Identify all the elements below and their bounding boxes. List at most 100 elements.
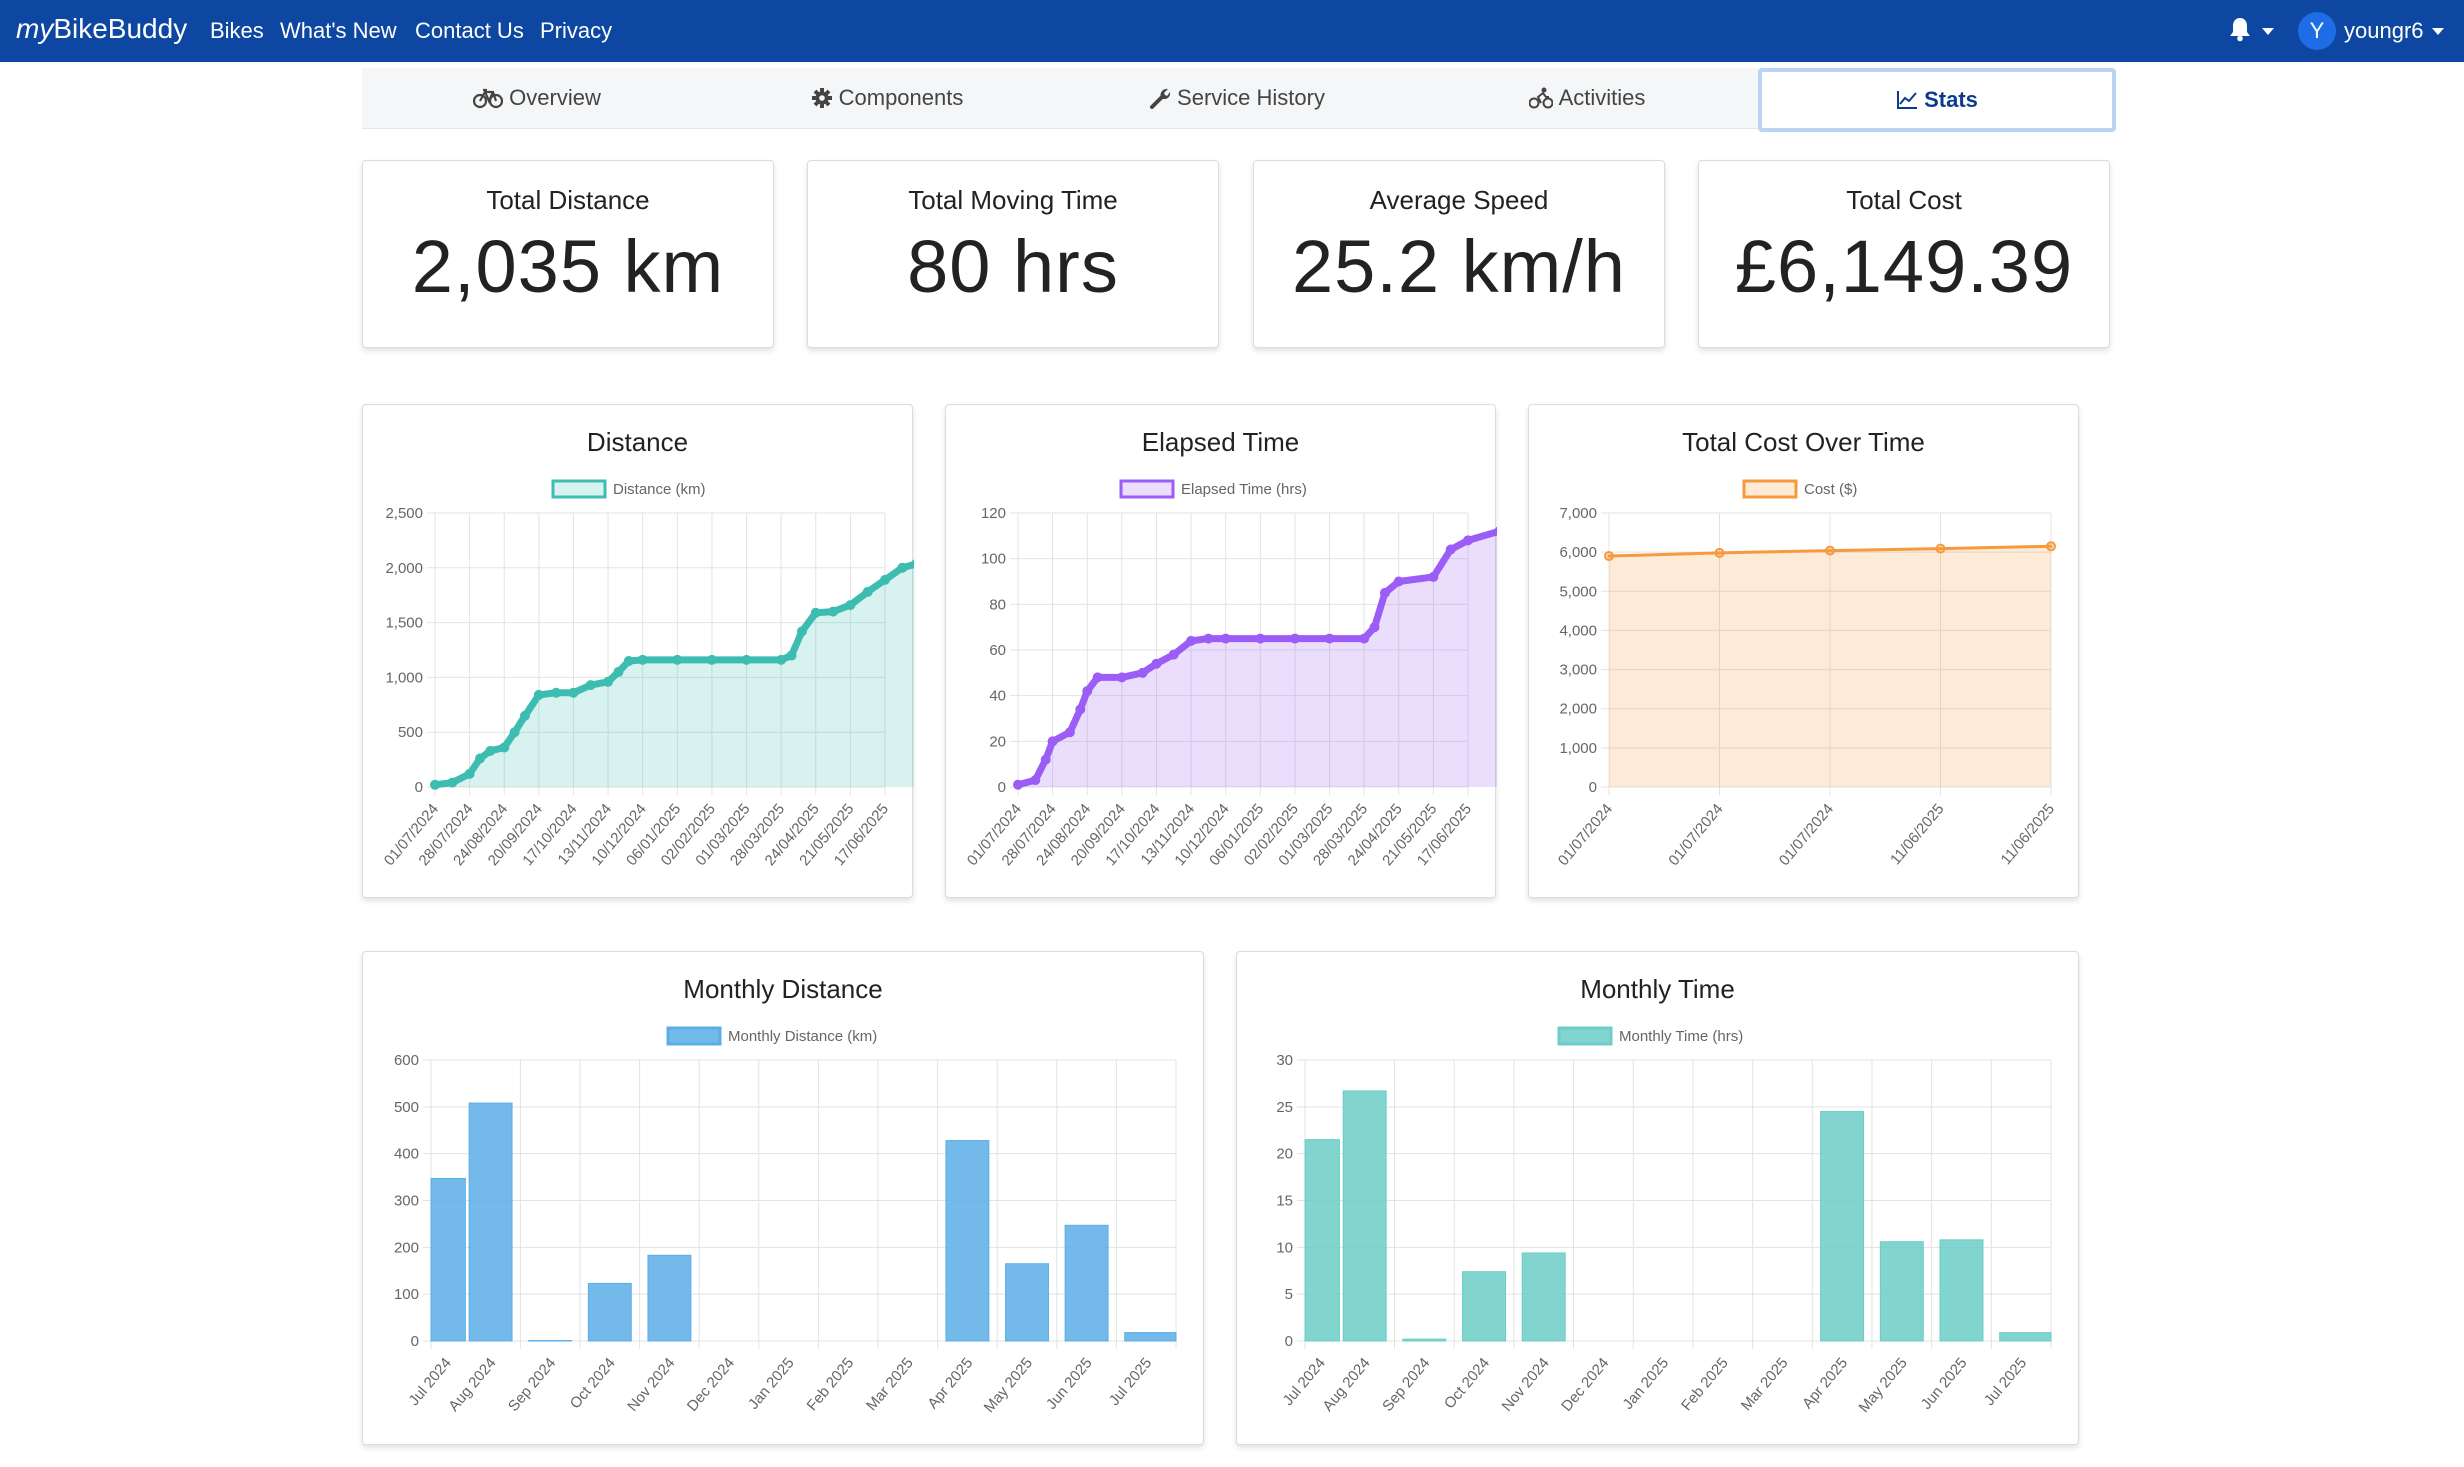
y-tick-label: 40 — [989, 688, 1006, 705]
data-point — [430, 779, 440, 790]
data-point — [613, 666, 624, 677]
x-tick-label: Jan 2025 — [1619, 1355, 1672, 1413]
data-point — [1604, 551, 1614, 562]
data-point — [509, 727, 520, 738]
y-tick-label: 100 — [394, 1286, 419, 1303]
gear-icon — [811, 88, 832, 108]
bar — [1879, 1241, 1924, 1342]
user-menu-caret-icon[interactable] — [2432, 28, 2444, 35]
tab-components[interactable]: Components — [712, 68, 1062, 128]
bar — [1342, 1090, 1387, 1342]
data-point — [1494, 526, 1497, 536]
brand-suffix: BikeBuddy — [53, 13, 188, 44]
y-tick-label: 0 — [415, 779, 423, 796]
avatar[interactable]: Y — [2298, 12, 2336, 50]
y-tick-label: 25 — [1276, 1099, 1293, 1116]
x-tick-label: Dec 2024 — [1558, 1355, 1612, 1415]
tab-activities[interactable]: Activities — [1412, 68, 1762, 128]
data-point — [1075, 704, 1086, 715]
data-point — [637, 654, 648, 665]
y-tick-label: 1,000 — [1559, 740, 1597, 757]
x-tick-label: Mar 2025 — [1738, 1355, 1792, 1414]
data-point — [1324, 633, 1335, 644]
y-tick-label: 0 — [1285, 1333, 1293, 1350]
data-point — [1186, 635, 1197, 646]
tab-components-label: Components — [838, 85, 964, 110]
tab-bar: Overview Components Service History Acti… — [362, 68, 2116, 132]
nav-bikes[interactable]: Bikes — [210, 18, 264, 43]
username[interactable]: youngr6 — [2344, 18, 2424, 43]
x-tick-label: Nov 2024 — [1498, 1355, 1552, 1415]
bicycle-icon — [473, 88, 504, 109]
data-point — [475, 753, 485, 764]
data-point — [1445, 544, 1456, 555]
y-tick-label: 2,000 — [1559, 701, 1597, 718]
y-tick-label: 5,000 — [1559, 583, 1597, 600]
stat-card-total-cost: Total Cost £6,149.39 — [1698, 160, 2110, 348]
x-tick-label: Mar 2025 — [863, 1355, 917, 1414]
x-tick-label: 01/07/2024 — [1776, 801, 1837, 869]
y-tick-label: 80 — [989, 596, 1006, 613]
y-tick-label: 2,500 — [385, 505, 423, 522]
tab-overview[interactable]: Overview — [362, 68, 712, 128]
x-tick-label: Sep 2024 — [505, 1355, 559, 1415]
chart-svg: Monthly Distance (km) 0 100 200 300 400 500 600… — [394, 1026, 1177, 1416]
y-tick-label: 20 — [1276, 1146, 1293, 1163]
series-area — [1018, 531, 1497, 787]
bar — [1820, 1111, 1865, 1342]
data-point — [1463, 535, 1473, 546]
data-point — [786, 650, 797, 661]
legend-swatch — [1557, 1026, 1613, 1046]
y-tick-label: 60 — [989, 642, 1006, 659]
data-point — [1040, 754, 1051, 765]
nav-whats-new[interactable]: What's New — [280, 18, 397, 43]
navbar: myBikeBuddy Bikes What's New Contact Us … — [0, 0, 2464, 62]
x-tick-label: May 2025 — [981, 1355, 1036, 1416]
chart-svg: Elapsed Time (hrs)02040608010012001/07/2… — [964, 479, 1497, 869]
data-point — [485, 745, 496, 756]
chart-title: Monthly Distance — [683, 974, 883, 1004]
y-tick-label: 500 — [398, 724, 423, 741]
nav-contact-us[interactable]: Contact Us — [415, 18, 524, 43]
data-point — [1047, 736, 1058, 747]
tab-stats[interactable]: Stats — [1758, 68, 2116, 132]
data-point — [585, 680, 596, 691]
notifications-caret-icon[interactable] — [2262, 28, 2274, 35]
wrench-icon — [1150, 88, 1171, 109]
x-tick-label: Oct 2024 — [1441, 1355, 1493, 1413]
x-tick-label: 11/06/2025 — [1997, 801, 2058, 869]
data-point — [1393, 576, 1404, 587]
legend-label: Elapsed Time (hrs) — [1181, 481, 1307, 498]
chart-svg: Distance (km)05001,0001,5002,0002,50001/… — [381, 479, 914, 869]
data-point — [897, 562, 908, 573]
x-tick-label: Apr 2025 — [1799, 1355, 1851, 1413]
data-point — [911, 559, 914, 569]
bar — [587, 1282, 632, 1342]
notifications-button[interactable] — [2228, 16, 2268, 46]
series-area — [435, 564, 914, 787]
x-tick-label: Jan 2025 — [745, 1355, 798, 1413]
tab-service-history[interactable]: Service History — [1062, 68, 1412, 128]
data-point — [1203, 633, 1214, 644]
nav-privacy[interactable]: Privacy — [540, 18, 613, 43]
data-point — [862, 586, 873, 597]
brand-logo[interactable]: myBikeBuddy — [16, 13, 187, 45]
series-area — [1609, 546, 2051, 787]
distance-chart-card: Distance Distance (km) 0 500 1,000 1,500 2,00… — [362, 404, 914, 898]
line-chart-icon — [1897, 91, 1918, 109]
legend-swatch — [1119, 479, 1175, 499]
tab-overview-label: Overview — [509, 85, 601, 110]
data-point — [810, 607, 821, 618]
legend-swatch — [666, 1026, 722, 1046]
stat-label: Total Distance — [486, 185, 650, 215]
x-tick-label: 11/06/2025 — [1887, 801, 1948, 869]
stat-label: Total Cost — [1846, 185, 1962, 215]
y-tick-label: 300 — [394, 1193, 419, 1210]
x-tick-label: May 2025 — [1855, 1355, 1910, 1416]
legend-label: Monthly Time (hrs) — [1619, 1028, 1743, 1045]
x-tick-label: Jul 2025 — [1981, 1355, 2030, 1409]
data-point — [1714, 547, 1725, 558]
bar — [1124, 1332, 1177, 1342]
legend-label: Cost ($) — [1804, 481, 1857, 498]
tab-activities-label: Activities — [1558, 85, 1646, 110]
